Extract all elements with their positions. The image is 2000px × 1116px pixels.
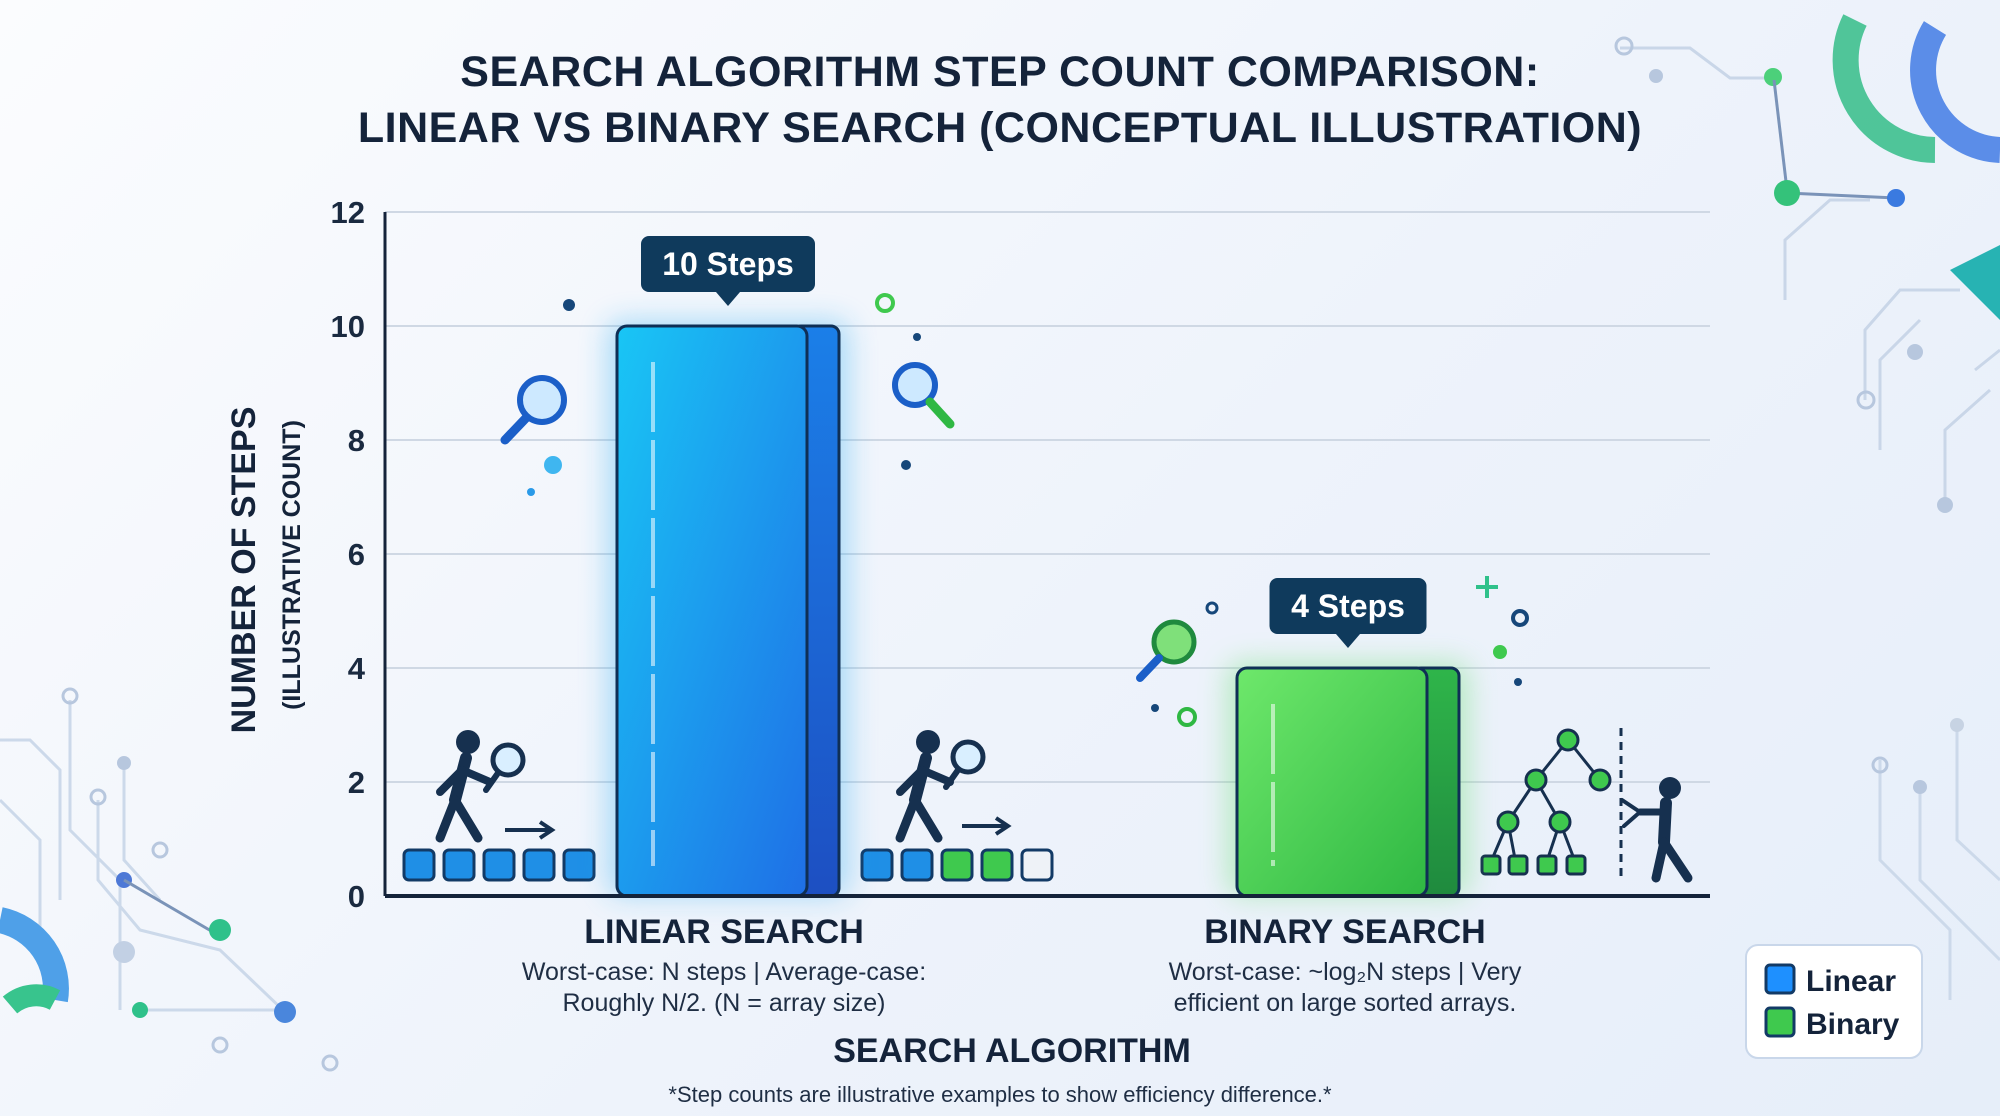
value-callout: 4 Steps bbox=[1269, 578, 1427, 648]
callout-box bbox=[641, 236, 815, 292]
chart-title-line-1: SEARCH ALGORITHM STEP COUNT COMPARISON: bbox=[460, 48, 1539, 96]
callout-box bbox=[1269, 578, 1427, 634]
callout-pointer bbox=[1336, 634, 1360, 648]
array-squares-icon bbox=[402, 848, 596, 882]
circuit-nodes-top-right bbox=[1614, 14, 2000, 513]
magnifier-icon bbox=[943, 739, 986, 790]
data-label: 10 Steps bbox=[662, 246, 794, 282]
y-tick-label: 2 bbox=[348, 765, 365, 800]
linear-description-line-1: Worst-case: N steps | Average-case: bbox=[522, 958, 926, 986]
y-tick-label: 0 bbox=[348, 879, 365, 914]
y-tick-labels: 0 2 4 6 8 10 12 bbox=[331, 195, 366, 914]
walking-person-icon bbox=[435, 730, 494, 843]
plus-sparkle-icon bbox=[1476, 576, 1498, 598]
gridlines bbox=[385, 211, 1710, 783]
legend-swatch-linear bbox=[1764, 963, 1796, 995]
linear-search-walker-illustration-right bbox=[860, 293, 1054, 882]
arrow-right-icon bbox=[962, 816, 1012, 836]
value-callout: 10 Steps bbox=[641, 236, 815, 306]
bar bbox=[1235, 666, 1429, 898]
binary-description-line-1: Worst-case: ~log₂N steps | Very bbox=[1169, 958, 1522, 986]
legend-label-binary: Binary bbox=[1806, 1008, 1900, 1041]
y-tick-label: 10 bbox=[331, 309, 365, 344]
chart-title-line-2: LINEAR VS BINARY SEARCH (CONCEPTUAL ILLU… bbox=[358, 104, 1642, 152]
binary-description-line-2: efficient on large sorted arrays. bbox=[1174, 989, 1517, 1017]
bar bbox=[615, 324, 809, 898]
magnifier-icon bbox=[1136, 619, 1197, 682]
data-label: 4 Steps bbox=[1291, 588, 1405, 624]
y-tick-label: 6 bbox=[348, 537, 365, 572]
legend-label-linear: Linear bbox=[1806, 965, 1896, 998]
arrow-right-icon bbox=[505, 820, 556, 840]
person-cutting-icon bbox=[1620, 777, 1693, 883]
footnote: *Step counts are illustrative examples t… bbox=[668, 1082, 1332, 1107]
circuit-nodes-bottom bbox=[0, 687, 1964, 1072]
magnifier-icon bbox=[500, 375, 567, 445]
y-tick-label: 4 bbox=[348, 651, 366, 686]
x-axis-title: SEARCH ALGORITHM bbox=[833, 1032, 1191, 1070]
bars bbox=[607, 320, 1469, 898]
binary-tree-illustration bbox=[1476, 576, 1693, 883]
y-tick-label: 12 bbox=[331, 195, 365, 230]
magnifier-icon bbox=[892, 362, 955, 429]
linear-search-walker-illustration-left bbox=[402, 299, 596, 882]
y-axis-title: NUMBER OF STEPS bbox=[225, 407, 263, 734]
y-tick-label: 8 bbox=[348, 423, 365, 458]
linear-description-line-2: Roughly N/2. (N = array size) bbox=[562, 989, 885, 1017]
callout-pointer bbox=[716, 292, 740, 306]
category-label-linear: LINEAR SEARCH bbox=[584, 913, 864, 951]
binary-search-illustration-left bbox=[1136, 601, 1219, 727]
legend: Linear Binary bbox=[1745, 944, 1923, 1059]
array-squares-icon bbox=[860, 848, 1054, 882]
category-label-binary: BINARY SEARCH bbox=[1204, 913, 1485, 951]
circuit-decoration-top-right bbox=[1620, 46, 2000, 505]
magnifier-icon bbox=[483, 742, 526, 793]
legend-swatch-binary bbox=[1764, 1006, 1796, 1038]
binary-tree-icon bbox=[1480, 728, 1612, 876]
y-axis-subtitle: (ILLUSTRATIVE COUNT) bbox=[278, 420, 306, 710]
value-callouts: 10 Steps 4 Steps bbox=[641, 236, 1427, 648]
walking-person-icon bbox=[895, 730, 954, 843]
